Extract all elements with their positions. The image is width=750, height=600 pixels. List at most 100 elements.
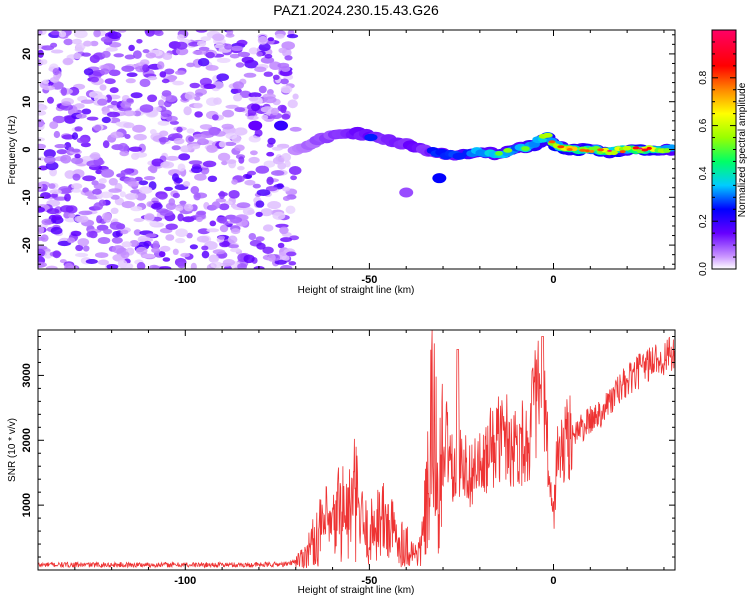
heatmap-cell (108, 188, 122, 193)
heatmap-cell (105, 47, 118, 52)
heatmap-cell (111, 237, 123, 244)
heatmap-cell (254, 129, 263, 137)
heatmap-cell (272, 211, 286, 220)
heatmap-cell (129, 146, 143, 152)
heatmap-cell (82, 187, 89, 193)
heatmap-cell (41, 45, 55, 51)
snr-y-axis-title: SNR (10 * v/v) (7, 418, 18, 482)
heatmap-cell (38, 206, 45, 213)
heatmap-cell (121, 241, 132, 248)
heatmap-cell (235, 62, 245, 68)
heatmap-cell (95, 252, 109, 258)
heatmap-cell (262, 246, 274, 254)
heatmap-cell (64, 193, 71, 202)
heatmap-cell (136, 39, 143, 44)
heatmap-cell (201, 245, 209, 251)
heatmap-cell (133, 229, 142, 236)
heatmap-cell (252, 183, 261, 189)
heatmap-cell (112, 231, 121, 238)
heatmap-cell (119, 191, 126, 198)
heatmap-cell (52, 250, 61, 259)
heatmap-cell (234, 107, 246, 113)
heatmap-cell (71, 157, 84, 165)
heatmap-cell (288, 166, 302, 175)
heatmap-cell (267, 37, 275, 42)
heatmap-cell (566, 148, 573, 151)
spectrogram-x-axis-title: Height of straight line (km) (298, 285, 415, 296)
heatmap-cell (271, 146, 283, 151)
heatmap-cell (177, 261, 187, 269)
heatmap-cell (70, 230, 82, 237)
heatmap-cell (260, 106, 275, 113)
heatmap-cell (495, 151, 503, 156)
heatmap-cell (90, 152, 101, 161)
heatmap-cell (256, 189, 271, 197)
heatmap-cell (100, 68, 110, 75)
heatmap-cell (151, 202, 163, 210)
heatmap-cell (281, 255, 290, 261)
heatmap-cell (200, 36, 211, 42)
heatmap-cell (173, 137, 185, 145)
heatmap-cell (53, 130, 61, 139)
heatmap-cell (225, 104, 239, 109)
heatmap-cell (263, 71, 273, 77)
heatmap-cell (70, 188, 82, 193)
heatmap-cell (61, 101, 71, 106)
heatmap-cell (244, 179, 256, 186)
heatmap-cell (45, 265, 58, 269)
heatmap-cell (263, 96, 277, 104)
spectrogram-y-ticks: -20 -10 0 10 20 (21, 34, 675, 265)
heatmap-cell (71, 132, 79, 140)
heatmap-cell (280, 237, 293, 243)
heatmap-cell (125, 78, 136, 84)
heatmap-cell (156, 191, 168, 200)
heatmap-cell (74, 103, 85, 109)
heatmap-cell (47, 96, 54, 104)
heatmap-cell (61, 134, 75, 140)
heatmap-cell (175, 47, 189, 56)
heatmap-cell (255, 200, 265, 208)
heatmap-cell (133, 50, 142, 59)
heatmap-cell (206, 144, 218, 153)
heatmap-cell (194, 96, 201, 101)
heatmap-cell (279, 226, 289, 235)
heatmap-cell (265, 186, 278, 192)
heatmap-cell (103, 228, 113, 235)
colorbar-tick-label: 0.6 (698, 118, 709, 132)
y-tick-label: 3000 (21, 363, 33, 387)
heatmap-cell (38, 143, 46, 150)
heatmap-cell (280, 78, 289, 85)
heatmap-cell (176, 34, 185, 41)
heatmap-cell (208, 254, 219, 263)
heatmap-cell (292, 93, 299, 100)
heatmap-cell (234, 127, 248, 136)
heatmap-cell (183, 106, 192, 116)
heatmap-cell (190, 262, 197, 269)
heatmap-cell (248, 156, 260, 164)
heatmap-cell (248, 96, 259, 101)
heatmap-cell (159, 71, 167, 78)
heatmap-cell (183, 203, 194, 212)
heatmap-cell (227, 235, 238, 244)
heatmap-cell (218, 141, 227, 148)
heatmap-cell (213, 97, 222, 105)
heatmap-cell (144, 30, 152, 35)
heatmap-cell (224, 141, 237, 146)
heatmap-cell (123, 110, 136, 117)
heatmap-cell (226, 30, 234, 36)
heatmap-cell (188, 160, 203, 165)
heatmap-cell (254, 66, 267, 73)
heatmap-cell (71, 183, 83, 190)
heatmap-cell (73, 30, 88, 39)
heatmap-cell (215, 198, 227, 203)
heatmap-cell (103, 214, 112, 223)
spectrogram-y-axis-title: Frequency (Hz) (7, 116, 18, 185)
heatmap-cell (286, 251, 297, 257)
heatmap-cell (89, 91, 103, 99)
heatmap-cell (138, 180, 149, 186)
heatmap-cell (58, 30, 67, 38)
heatmap-cell (115, 121, 122, 126)
heatmap-cell (158, 137, 170, 143)
heatmap-cell (75, 252, 89, 258)
heatmap-cell (503, 148, 513, 153)
